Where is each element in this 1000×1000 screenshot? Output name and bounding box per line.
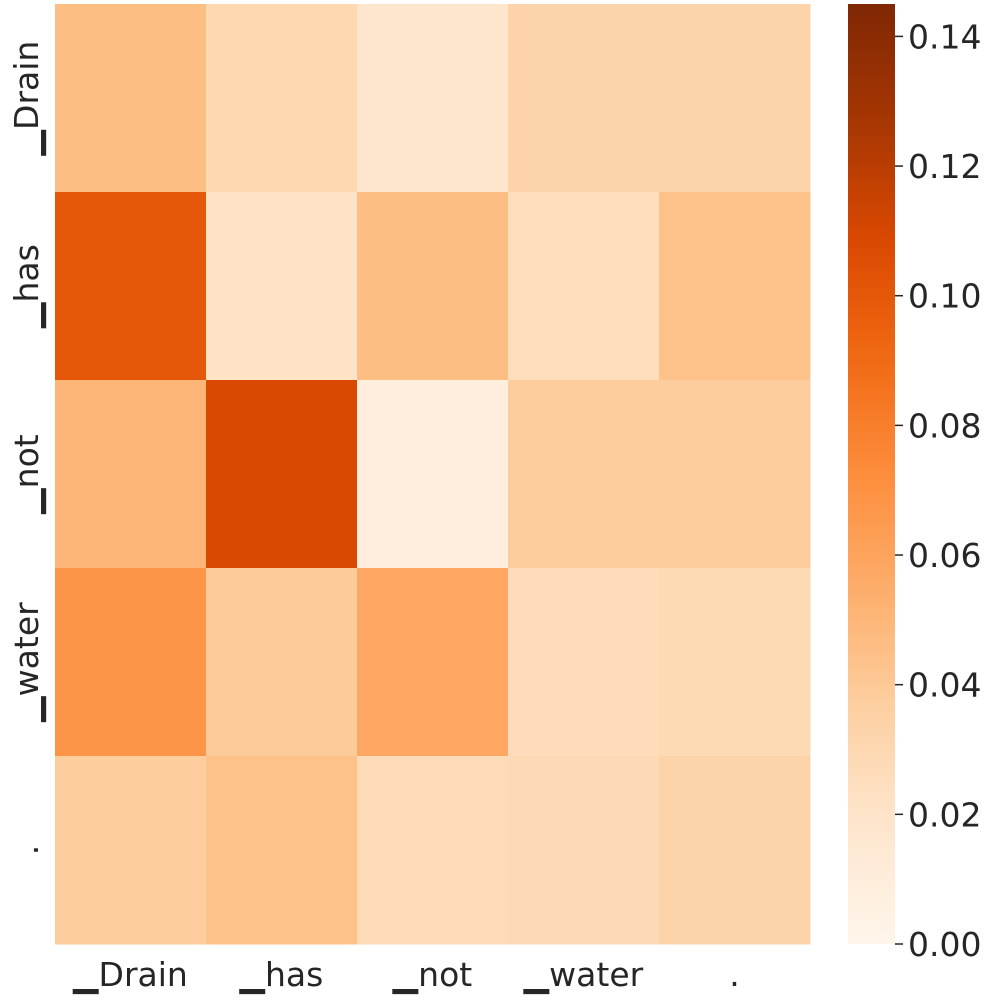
colorbar-tick-label: 0.08 [908, 406, 981, 445]
heatmap-cell-r0-c0 [55, 4, 207, 193]
heatmap-cell-r3-c2 [357, 568, 509, 757]
y-tick-label: ▁Drain [7, 41, 47, 157]
heatmap-cell-r4-c0 [55, 756, 207, 945]
x-axis-labels: ▁Drain ▁has ▁not ▁water. [72, 955, 740, 995]
heatmap-cell-r1-c0 [55, 192, 207, 381]
y-axis-labels: ▁Drain ▁has ▁not ▁water. [7, 41, 47, 856]
y-tick-label: ▁water [7, 602, 47, 723]
heatmap-cell-r3-c3 [508, 568, 660, 757]
heatmap-cell-r0-c1 [206, 4, 358, 193]
heatmap-cell-r4-c1 [206, 756, 358, 945]
colorbar-tick-label: 0.02 [908, 795, 981, 834]
x-tick-label: ▁not [392, 955, 472, 995]
x-tick-label: ▁Drain [72, 955, 188, 995]
x-tick-label: . [729, 955, 740, 994]
heatmap-cell-r2-c0 [55, 380, 207, 569]
heatmap-cell-r2-c2 [357, 380, 509, 569]
x-tick-label: ▁has [239, 955, 324, 995]
colorbar-gradient [848, 4, 895, 944]
colorbar: 0.00 0.02 0.04 0.06 0.08 0.10 0.12 0.14 [848, 4, 981, 964]
heatmap-cell-r4-c4 [659, 756, 811, 945]
heatmap-cell-r4-c2 [357, 756, 509, 945]
heatmap-cell-r0-c4 [659, 4, 811, 193]
colorbar-tick-label: 0.00 [908, 925, 981, 964]
y-tick-label: . [7, 845, 46, 856]
y-tick-label: ▁has [7, 244, 47, 329]
y-tick-label: ▁not [7, 434, 47, 514]
heatmap-cell-r2-c4 [659, 380, 811, 569]
heatmap-cell-r3-c4 [659, 568, 811, 757]
heatmap-cell-r1-c3 [508, 192, 660, 381]
heatmap-cell-r2-c1 [206, 380, 358, 569]
colorbar-tick-label: 0.10 [908, 277, 981, 316]
colorbar-tick-label: 0.06 [908, 536, 981, 575]
heatmap-cell-r1-c2 [357, 192, 509, 381]
heatmap-cell-r3-c1 [206, 568, 358, 757]
heatmap-cell-r2-c3 [508, 380, 660, 569]
x-tick-label: ▁water [523, 955, 644, 995]
heatmap-cell-r1-c4 [659, 192, 811, 381]
heatmap-cell-r0-c2 [357, 4, 509, 193]
heatmap-cell-r0-c3 [508, 4, 660, 193]
heatmap-cells [55, 4, 811, 945]
colorbar-tick-label: 0.04 [908, 666, 981, 705]
colorbar-tick-label: 0.12 [908, 147, 981, 186]
heatmap-cell-r1-c1 [206, 192, 358, 381]
heatmap-cell-r4-c3 [508, 756, 660, 945]
colorbar-tick-label: 0.14 [908, 17, 981, 56]
heatmap-cell-r3-c0 [55, 568, 207, 757]
